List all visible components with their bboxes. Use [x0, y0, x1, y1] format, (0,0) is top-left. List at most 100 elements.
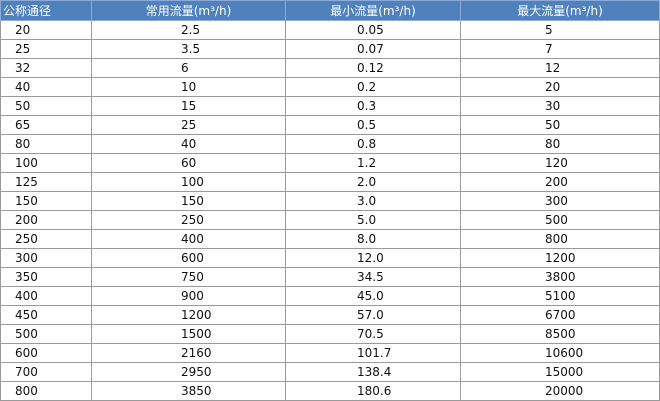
- nominal-diameter-cell: 25: [0, 39, 92, 59]
- nominal-diameter-cell: 100: [0, 153, 92, 173]
- min-flow-cell: 0.05: [285, 20, 461, 40]
- table-row: 65 25 0.5 50: [0, 115, 660, 135]
- max-flow-cell: 6700: [460, 305, 660, 325]
- max-flow-cell: 1200: [460, 248, 660, 268]
- common-flow-cell: 10: [91, 77, 286, 97]
- common-flow-cell: 100: [91, 172, 286, 192]
- header-max-flow: 最大流量(m³/h): [460, 0, 660, 21]
- max-flow-cell: 120: [460, 153, 660, 173]
- table-row: 125 100 2.0 200: [0, 172, 660, 192]
- table-header: 公称通径 常用流量(m³/h) 最小流量(m³/h) 最大流量(m³/h): [0, 0, 660, 21]
- nominal-diameter-cell: 500: [0, 324, 92, 344]
- max-flow-cell: 200: [460, 172, 660, 192]
- table-row: 450 1200 57.0 6700: [0, 305, 660, 325]
- common-flow-cell: 15: [91, 96, 286, 116]
- common-flow-cell: 6: [91, 58, 286, 78]
- nominal-diameter-cell: 20: [0, 20, 92, 40]
- common-flow-cell: 3.5: [91, 39, 286, 59]
- max-flow-cell: 3800: [460, 267, 660, 287]
- common-flow-cell: 2.5: [91, 20, 286, 40]
- max-flow-cell: 80: [460, 134, 660, 154]
- min-flow-cell: 0.8: [285, 134, 461, 154]
- min-flow-cell: 5.0: [285, 210, 461, 230]
- nominal-diameter-cell: 400: [0, 286, 92, 306]
- nominal-diameter-cell: 300: [0, 248, 92, 268]
- max-flow-cell: 20000: [460, 381, 660, 401]
- nominal-diameter-cell: 50: [0, 96, 92, 116]
- table-row: 200 250 5.0 500: [0, 210, 660, 230]
- min-flow-cell: 70.5: [285, 324, 461, 344]
- nominal-diameter-cell: 700: [0, 362, 92, 382]
- table-row: 250 400 8.0 800: [0, 229, 660, 249]
- min-flow-cell: 8.0: [285, 229, 461, 249]
- max-flow-cell: 800: [460, 229, 660, 249]
- common-flow-cell: 25: [91, 115, 286, 135]
- max-flow-cell: 7: [460, 39, 660, 59]
- min-flow-cell: 45.0: [285, 286, 461, 306]
- max-flow-cell: 50: [460, 115, 660, 135]
- table-body: 20 2.5 0.05 5 25 3.5 0.07 7 32 6 0.12 12 40 10 0.2 20 50…: [0, 20, 660, 401]
- nominal-diameter-cell: 350: [0, 267, 92, 287]
- min-flow-cell: 138.4: [285, 362, 461, 382]
- nominal-diameter-cell: 600: [0, 343, 92, 363]
- header-row: 公称通径 常用流量(m³/h) 最小流量(m³/h) 最大流量(m³/h): [0, 0, 660, 21]
- min-flow-cell: 2.0: [285, 172, 461, 192]
- common-flow-cell: 600: [91, 248, 286, 268]
- table-row: 32 6 0.12 12: [0, 58, 660, 78]
- common-flow-cell: 2950: [91, 362, 286, 382]
- common-flow-cell: 60: [91, 153, 286, 173]
- nominal-diameter-cell: 65: [0, 115, 92, 135]
- table-row: 800 3850 180.6 20000: [0, 381, 660, 401]
- max-flow-cell: 5: [460, 20, 660, 40]
- min-flow-cell: 34.5: [285, 267, 461, 287]
- common-flow-cell: 900: [91, 286, 286, 306]
- nominal-diameter-cell: 250: [0, 229, 92, 249]
- max-flow-cell: 30: [460, 96, 660, 116]
- header-nominal-diameter: 公称通径: [0, 0, 92, 21]
- max-flow-cell: 12: [460, 58, 660, 78]
- nominal-diameter-cell: 32: [0, 58, 92, 78]
- table-row: 150 150 3.0 300: [0, 191, 660, 211]
- table-row: 80 40 0.8 80: [0, 134, 660, 154]
- min-flow-cell: 0.12: [285, 58, 461, 78]
- common-flow-cell: 40: [91, 134, 286, 154]
- table-row: 600 2160 101.7 10600: [0, 343, 660, 363]
- min-flow-cell: 0.5: [285, 115, 461, 135]
- min-flow-cell: 3.0: [285, 191, 461, 211]
- max-flow-cell: 8500: [460, 324, 660, 344]
- max-flow-cell: 20: [460, 77, 660, 97]
- max-flow-cell: 10600: [460, 343, 660, 363]
- table-row: 50 15 0.3 30: [0, 96, 660, 116]
- min-flow-cell: 0.07: [285, 39, 461, 59]
- min-flow-cell: 101.7: [285, 343, 461, 363]
- table-row: 300 600 12.0 1200: [0, 248, 660, 268]
- min-flow-cell: 57.0: [285, 305, 461, 325]
- min-flow-cell: 0.3: [285, 96, 461, 116]
- max-flow-cell: 5100: [460, 286, 660, 306]
- nominal-diameter-cell: 125: [0, 172, 92, 192]
- common-flow-cell: 1200: [91, 305, 286, 325]
- header-common-flow: 常用流量(m³/h): [91, 0, 286, 21]
- table-row: 20 2.5 0.05 5: [0, 20, 660, 40]
- table-row: 350 750 34.5 3800: [0, 267, 660, 287]
- nominal-diameter-cell: 800: [0, 381, 92, 401]
- table-row: 500 1500 70.5 8500: [0, 324, 660, 344]
- header-min-flow: 最小流量(m³/h): [285, 0, 461, 21]
- table-row: 25 3.5 0.07 7: [0, 39, 660, 59]
- nominal-diameter-cell: 40: [0, 77, 92, 97]
- common-flow-cell: 750: [91, 267, 286, 287]
- min-flow-cell: 0.2: [285, 77, 461, 97]
- table-row: 400 900 45.0 5100: [0, 286, 660, 306]
- common-flow-cell: 250: [91, 210, 286, 230]
- max-flow-cell: 15000: [460, 362, 660, 382]
- nominal-diameter-cell: 150: [0, 191, 92, 211]
- table-row: 100 60 1.2 120: [0, 153, 660, 173]
- min-flow-cell: 12.0: [285, 248, 461, 268]
- common-flow-cell: 400: [91, 229, 286, 249]
- common-flow-cell: 3850: [91, 381, 286, 401]
- nominal-diameter-cell: 450: [0, 305, 92, 325]
- min-flow-cell: 1.2: [285, 153, 461, 173]
- nominal-diameter-cell: 80: [0, 134, 92, 154]
- min-flow-cell: 180.6: [285, 381, 461, 401]
